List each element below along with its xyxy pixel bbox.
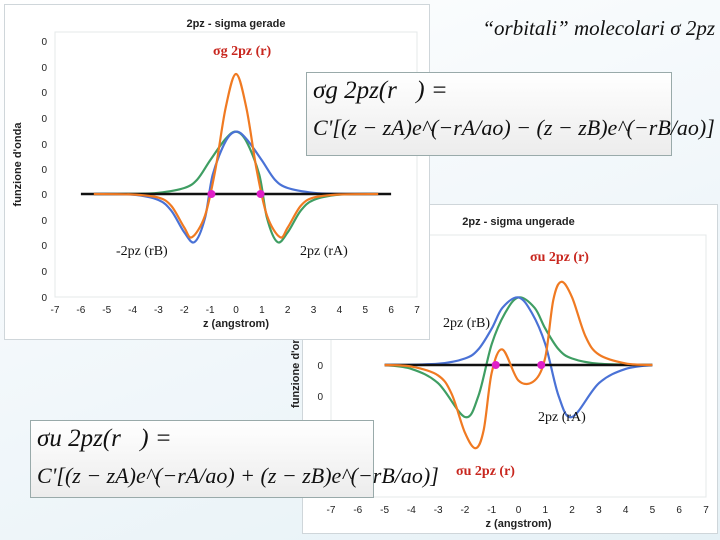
chart-title: 2pz - sigma gerade: [186, 18, 285, 30]
x-tick-label: 5: [363, 305, 369, 316]
formula-ungerade-line1: σu 2pz(r⃗) =: [37, 425, 172, 452]
x-tick-label: 6: [388, 305, 394, 316]
x-tick-label: 0: [516, 505, 522, 516]
y-tick-label: 0: [41, 37, 47, 48]
x-tick-label: -1: [206, 305, 215, 316]
x-tick-label: 0: [233, 305, 239, 316]
x-tick-label: -4: [128, 305, 137, 316]
series-line-orange: [93, 72, 379, 239]
series-line-green: [93, 130, 379, 244]
formula-gerade-line2: C'[(z − zA)e^(−rA/ao) − (z − zB)e^(−rB/a…: [313, 115, 715, 140]
x-tick-label: -3: [154, 305, 163, 316]
x-tick-label: 1: [259, 305, 265, 316]
y-tick-label: 0: [41, 165, 47, 176]
x-tick-label: 4: [337, 305, 343, 316]
label-2pz-rA-u: 2pz (rA): [538, 410, 586, 425]
x-tick-label: -3: [434, 505, 443, 516]
y-axis-label: funzione d'onda: [290, 323, 302, 408]
label-2pz-rA: 2pz (rA): [300, 244, 348, 259]
y-tick-label: 0: [41, 88, 47, 99]
y-tick-label: 0: [41, 63, 47, 74]
x-tick-label: -7: [327, 505, 336, 516]
x-tick-label: 7: [703, 505, 709, 516]
x-tick-label: 5: [650, 505, 656, 516]
x-tick-label: -2: [460, 505, 469, 516]
y-tick-label: 0: [41, 241, 47, 252]
series-line-orange: [384, 280, 653, 450]
series-line-green: [384, 296, 653, 419]
node-point: [537, 361, 546, 369]
label-2pz-rB: 2pz (rB): [443, 316, 491, 331]
node-point: [256, 190, 265, 198]
formula-ungerade-line2: C'[(z − zA)e^(−rA/ao) + (z − zB)e^(−rB/a…: [37, 463, 439, 488]
series-line-blue: [93, 130, 379, 244]
formula-gerade-line1: σg 2pz(r⃗) =: [313, 77, 448, 104]
formula-gerade: σg 2pz(r⃗) = C'[(z − zA)e^(−rA/ao) − (z …: [306, 72, 715, 156]
y-tick-label: 0: [41, 140, 47, 151]
x-axis-label: z (angstrom): [486, 518, 552, 530]
x-tick-label: -2: [180, 305, 189, 316]
label-sigma-u-bottom: σu 2pz (r): [456, 464, 515, 479]
x-tick-label: 4: [623, 505, 629, 516]
x-tick-label: -5: [102, 305, 111, 316]
chart-title: 2pz - sigma ungerade: [462, 216, 574, 228]
y-tick-label: 0: [41, 190, 47, 201]
y-tick-label: 0: [41, 114, 47, 125]
label-sigma-g: σg 2pz (r): [213, 44, 272, 59]
x-tick-label: 1: [543, 505, 549, 516]
y-tick-label: 0: [317, 392, 323, 403]
x-axis-label: z (angstrom): [203, 318, 269, 330]
series-line-blue: [384, 296, 653, 419]
x-tick-label: -6: [353, 505, 362, 516]
y-tick-label: 0: [41, 267, 47, 278]
x-tick-label: -7: [51, 305, 60, 316]
chart-panel-gerade: 2pz - sigma gerade -7 -6 -5 -4 -3 -2 -1 0 1 2 3 4 5 6 7…: [4, 4, 430, 340]
x-tick-label: 6: [676, 505, 682, 516]
label-sigma-u-top: σu 2pz (r): [530, 250, 589, 265]
y-tick-label: 0: [41, 216, 47, 227]
x-tick-label: 3: [311, 305, 317, 316]
y-tick-label: 0: [317, 361, 323, 372]
slide-title: “orbitali” molecolari σ 2pz: [482, 16, 715, 40]
y-tick-label: 0: [41, 293, 47, 304]
x-tick-label: -4: [407, 505, 416, 516]
x-tick-label: 3: [596, 505, 602, 516]
node-point: [491, 361, 500, 369]
x-tick-label: 7: [414, 305, 420, 316]
y-axis-label: funzione d'onda: [12, 122, 24, 207]
node-point: [207, 190, 216, 198]
x-tick-label: 2: [569, 505, 575, 516]
x-tick-label: -5: [380, 505, 389, 516]
label-neg-2pz-rB: -2pz (rB): [116, 244, 168, 259]
x-tick-label: -6: [76, 305, 85, 316]
formula-ungerade: σu 2pz(r⃗) = C'[(z − zA)e^(−rA/ao) + (z …: [30, 420, 439, 498]
x-tick-label: 2: [285, 305, 291, 316]
x-tick-label: -1: [487, 505, 496, 516]
